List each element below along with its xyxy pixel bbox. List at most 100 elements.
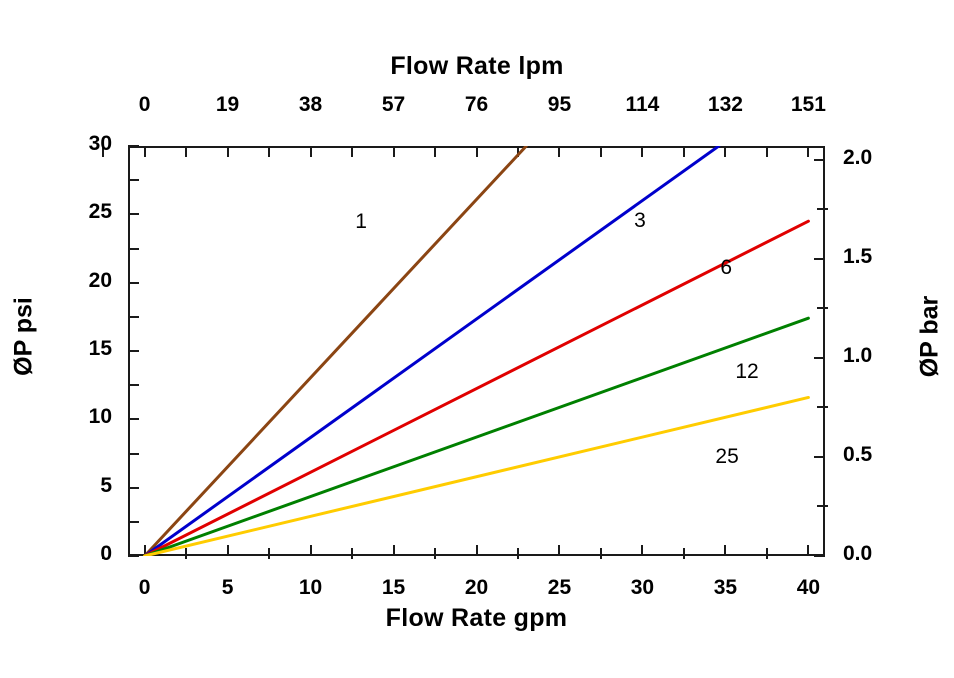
- tick-label-top-0: 0: [138, 93, 151, 116]
- tick-label-top-76: 76: [464, 93, 489, 116]
- tick-label-top-57: 57: [381, 93, 406, 116]
- tick-label-bottom-25: 25: [547, 576, 572, 599]
- tick-top-minor-3: [434, 146, 436, 157]
- tick-right-minor-1: [817, 406, 828, 409]
- tick-top-57: [392, 146, 395, 157]
- tick-bottom-30: [641, 545, 644, 556]
- tick-bottom-20: [475, 545, 478, 556]
- tick-bottom-minor-6: [682, 548, 685, 559]
- tick-label-left-15: 15: [88, 337, 112, 360]
- tick-top-minor-left: [102, 146, 105, 157]
- tick-label-bottom-10: 10: [298, 576, 323, 599]
- tick-label-bottom-5: 5: [221, 576, 234, 599]
- tick-left-20: [128, 281, 139, 284]
- tick-left-minor-1: [128, 452, 139, 455]
- tick-bottom-0: [143, 545, 146, 556]
- tick-label-left-0: 0: [100, 542, 112, 565]
- tick-top-151: [807, 146, 810, 157]
- tick-top-minor-6: [682, 146, 685, 157]
- tick-left-5: [128, 486, 139, 489]
- tick-right-minor-3: [817, 208, 828, 211]
- tick-label-right-0.5: 0.5: [843, 442, 873, 466]
- right-axis-title: ØP bar: [915, 295, 944, 378]
- tick-top-minor-7: [765, 146, 768, 157]
- tick-left-0: [128, 555, 139, 557]
- tick-label-bottom-0: 0: [138, 576, 151, 599]
- tick-label-top-38: 38: [298, 93, 323, 116]
- tick-left-25: [128, 213, 139, 216]
- tick-right-1.0: [814, 356, 825, 359]
- tick-bottom-minor-left: [102, 548, 105, 559]
- series-line-12: [143, 316, 810, 556]
- tick-right-1.5: [814, 257, 825, 260]
- tick-top-minor-1: [268, 146, 271, 157]
- tick-bottom-15: [392, 545, 395, 556]
- tick-top-114: [641, 146, 644, 157]
- tick-label-right-1.5: 1.5: [843, 244, 873, 268]
- tick-label-bottom-30: 30: [630, 576, 655, 599]
- tick-bottom-minor-0: [185, 548, 188, 559]
- tick-left-minor-0: [128, 520, 139, 523]
- tick-top-95: [558, 146, 561, 157]
- tick-label-bottom-35: 35: [713, 576, 738, 599]
- series-label-12: 12: [735, 360, 759, 384]
- tick-top-minor-2: [351, 146, 354, 157]
- tick-label-bottom-20: 20: [464, 576, 489, 599]
- tick-bottom-minor-2: [351, 548, 354, 559]
- tick-bottom-35: [724, 545, 727, 556]
- tick-bottom-minor-4: [516, 548, 519, 559]
- tick-label-left-25: 25: [88, 200, 112, 224]
- tick-bottom-40: [807, 545, 810, 556]
- tick-left-minor-4: [128, 247, 139, 250]
- series-label-25: 25: [715, 444, 739, 468]
- series-label-6: 6: [720, 256, 733, 280]
- tick-left-minor-3: [128, 315, 139, 318]
- tick-bottom-minor-3: [434, 548, 436, 559]
- top-axis-title: Flow Rate lpm: [390, 52, 564, 80]
- tick-label-left-10: 10: [88, 405, 112, 429]
- series-label-1: 1: [355, 209, 367, 233]
- tick-bottom-minor-1: [268, 548, 271, 559]
- tick-top-minor-0: [185, 146, 188, 157]
- tick-top-76: [475, 146, 478, 157]
- tick-top-19: [226, 146, 229, 157]
- plot-lines: [143, 146, 810, 556]
- tick-top-minor-4: [516, 146, 519, 157]
- tick-label-top-132: 132: [707, 93, 743, 116]
- tick-bottom-minor-5: [599, 548, 602, 559]
- series-line-1: [143, 146, 528, 556]
- left-axis-title: ØP psi: [9, 297, 38, 376]
- series-label-3: 3: [634, 208, 646, 232]
- tick-bottom-10: [309, 545, 312, 556]
- tick-right-2.0: [814, 158, 825, 161]
- tick-label-left-30: 30: [88, 132, 112, 155]
- tick-label-bottom-40: 40: [796, 576, 821, 599]
- tick-label-right-2.0: 2.0: [843, 145, 873, 169]
- tick-left-minor-2: [128, 384, 139, 387]
- tick-bottom-25: [558, 545, 561, 556]
- series-line-25: [143, 395, 810, 556]
- tick-label-left-20: 20: [88, 268, 112, 292]
- tick-top-38: [309, 146, 312, 157]
- tick-bottom-5: [226, 545, 229, 556]
- tick-label-top-95: 95: [547, 93, 572, 116]
- series-line-6: [143, 219, 810, 556]
- tick-right-minor-0: [817, 505, 828, 508]
- tick-right-0.0: [814, 555, 825, 557]
- tick-label-top-151: 151: [790, 93, 826, 116]
- tick-left-minor-5: [128, 179, 139, 182]
- tick-right-0.5: [814, 455, 825, 458]
- tick-bottom-minor-7: [765, 548, 768, 559]
- bottom-axis-title: Flow Rate gpm: [385, 604, 568, 632]
- tick-left-15: [128, 350, 139, 352]
- tick-left-30: [128, 145, 139, 147]
- tick-top-0: [143, 146, 146, 157]
- tick-label-right-0.0: 0.0: [843, 542, 873, 565]
- tick-label-top-19: 19: [215, 93, 240, 116]
- tick-top-132: [724, 146, 727, 157]
- tick-top-minor-5: [599, 146, 602, 157]
- tick-label-bottom-15: 15: [381, 576, 406, 599]
- tick-right-minor-2: [817, 307, 828, 310]
- series-line-3: [143, 146, 721, 556]
